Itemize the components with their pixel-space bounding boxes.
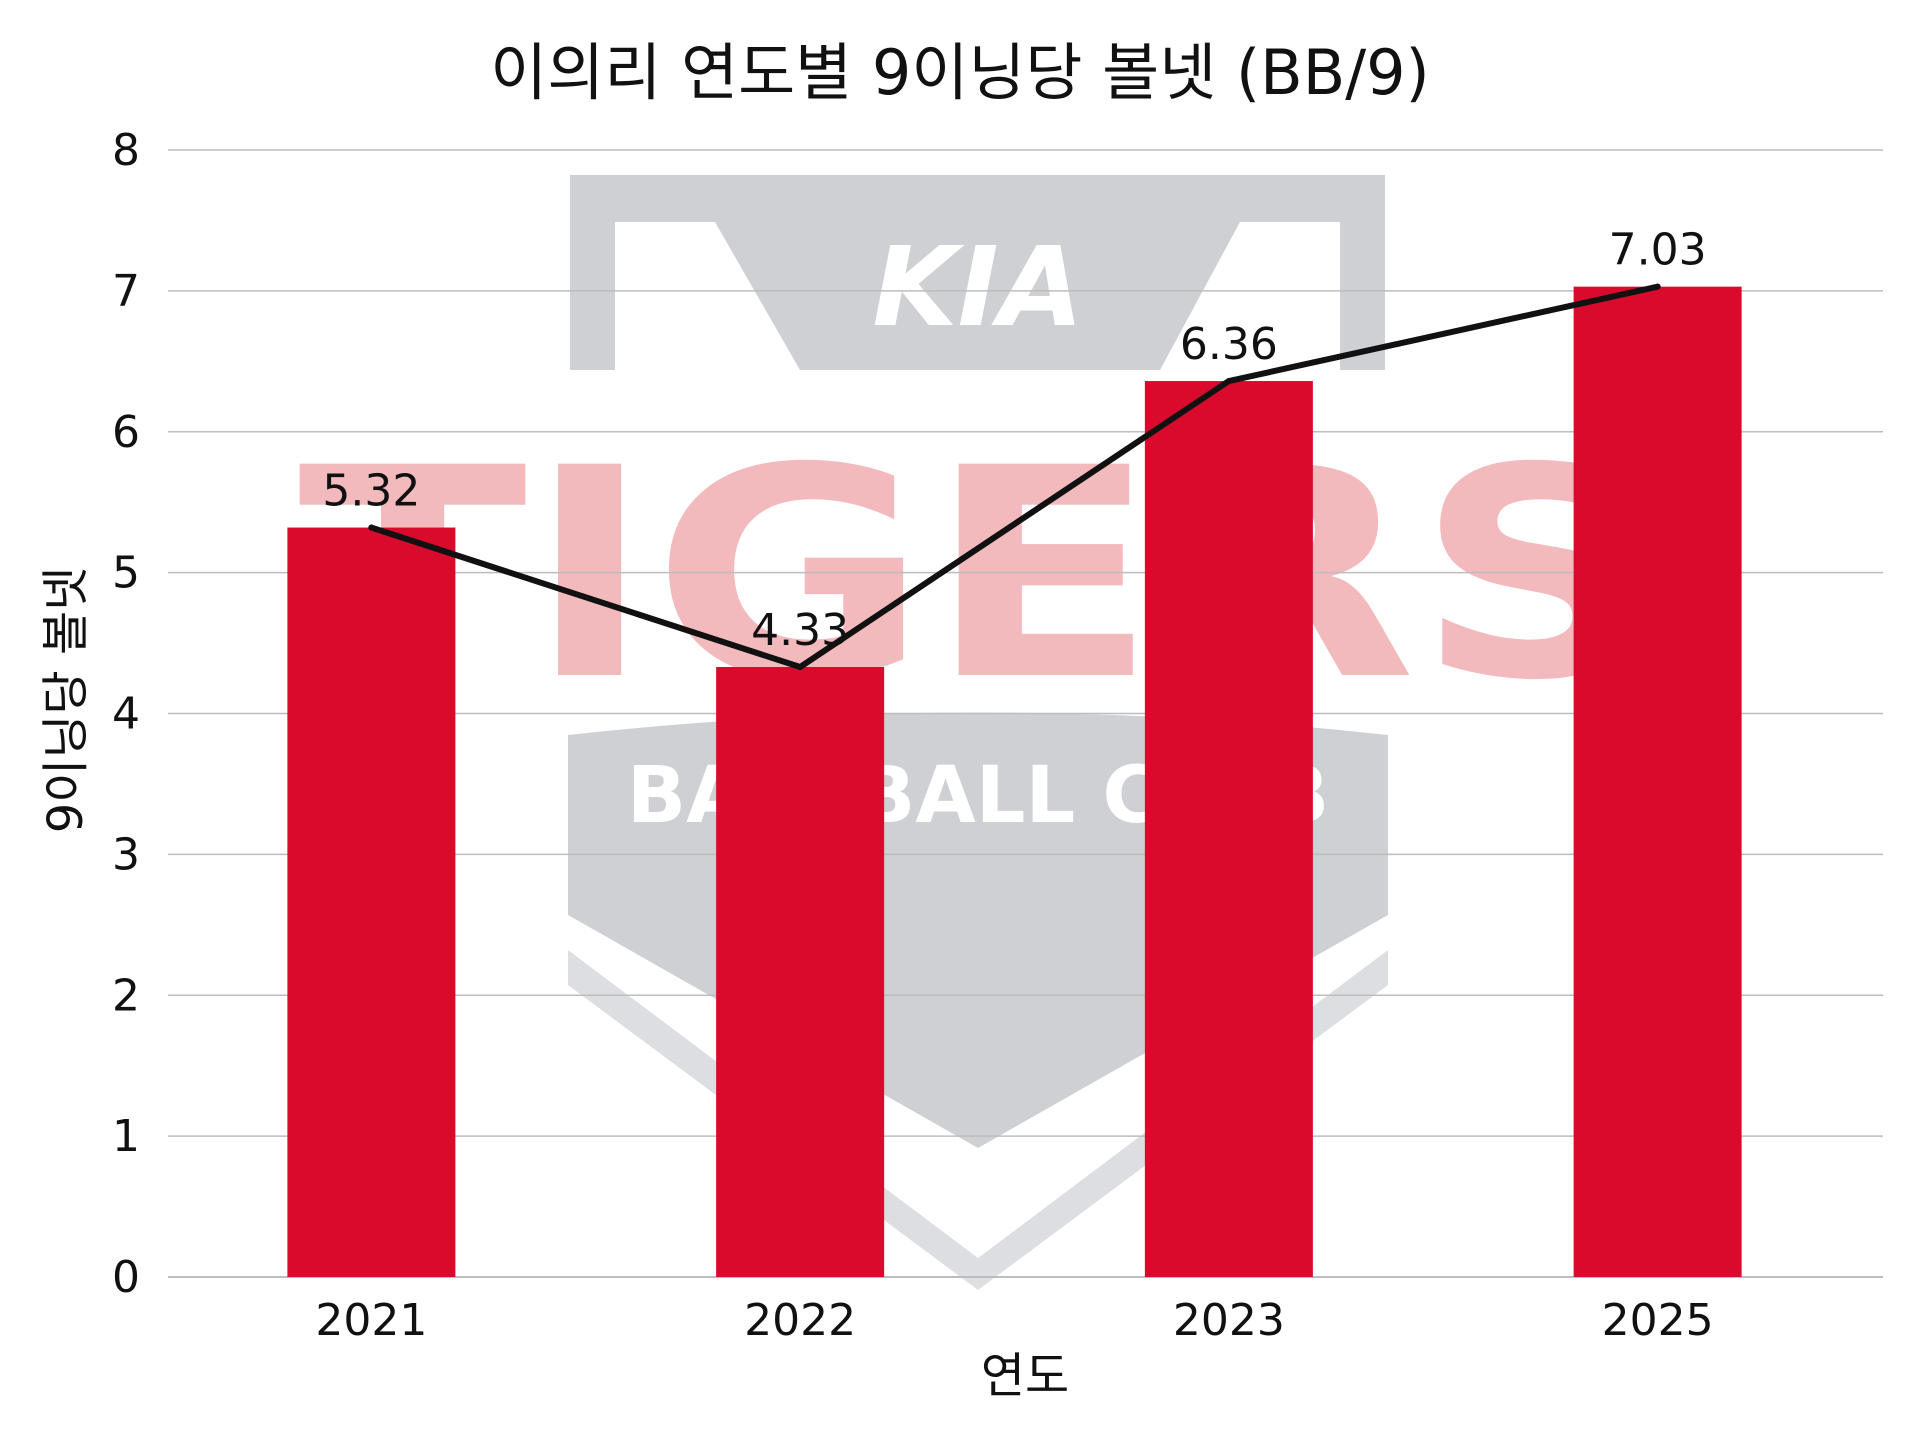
y-tick-label: 2	[112, 970, 140, 1021]
chart-title: 이의리 연도별 9이닝당 볼넷 (BB/9)	[490, 36, 1430, 109]
y-tick-label: 7	[112, 266, 140, 317]
bar-2023	[1144, 381, 1313, 1277]
y-tick-label: 8	[112, 125, 140, 176]
bar-2021	[287, 527, 456, 1277]
y-tick-label: 1	[112, 1111, 140, 1162]
y-tick-label: 5	[112, 548, 140, 599]
line-point-2021	[368, 524, 375, 531]
x-axis-title: 연도	[981, 1348, 1069, 1404]
trend-line	[368, 283, 1661, 671]
x-tick-label-2021: 2021	[315, 1295, 427, 1346]
line-point-2023	[1225, 378, 1232, 385]
team-logo-watermark: KIA TIGERS BASEBALL CLUB	[298, 175, 1658, 1290]
bar-2022	[716, 667, 885, 1277]
line-point-2022	[797, 664, 804, 671]
data-label-2025: 7.03	[1609, 225, 1707, 276]
trend-line-path	[368, 283, 1661, 671]
kia-logo-text: KIA	[872, 223, 1083, 351]
crest-notch	[615, 222, 1340, 370]
crest-shape	[570, 175, 1385, 370]
tigers-text: TIGERS	[298, 407, 1658, 744]
x-tick-label-2025: 2025	[1602, 1295, 1714, 1346]
x-tick-label-2022: 2022	[744, 1295, 856, 1346]
x-tick-label-2023: 2023	[1173, 1295, 1285, 1346]
y-tick-label: 3	[112, 829, 140, 880]
bars	[287, 286, 1742, 1277]
x-axis-ticks: 2021 2022 2023 2025	[315, 1295, 1713, 1346]
data-label-2021: 5.32	[322, 466, 420, 517]
y-tick-label: 0	[112, 1252, 140, 1303]
y-tick-label: 6	[112, 407, 140, 458]
data-labels: 5.32 4.33 6.36 7.03	[322, 225, 1706, 656]
data-label-2022: 4.33	[751, 605, 849, 656]
line-point-2025	[1654, 283, 1661, 290]
bar-2025	[1573, 286, 1742, 1277]
data-label-2023: 6.36	[1180, 319, 1278, 370]
y-axis-ticks: 0 1 2 3 4 5 6 7 8	[112, 125, 140, 1303]
y-tick-label: 4	[112, 689, 140, 740]
y-axis-title: 9이닝당 볼넷	[38, 567, 94, 834]
